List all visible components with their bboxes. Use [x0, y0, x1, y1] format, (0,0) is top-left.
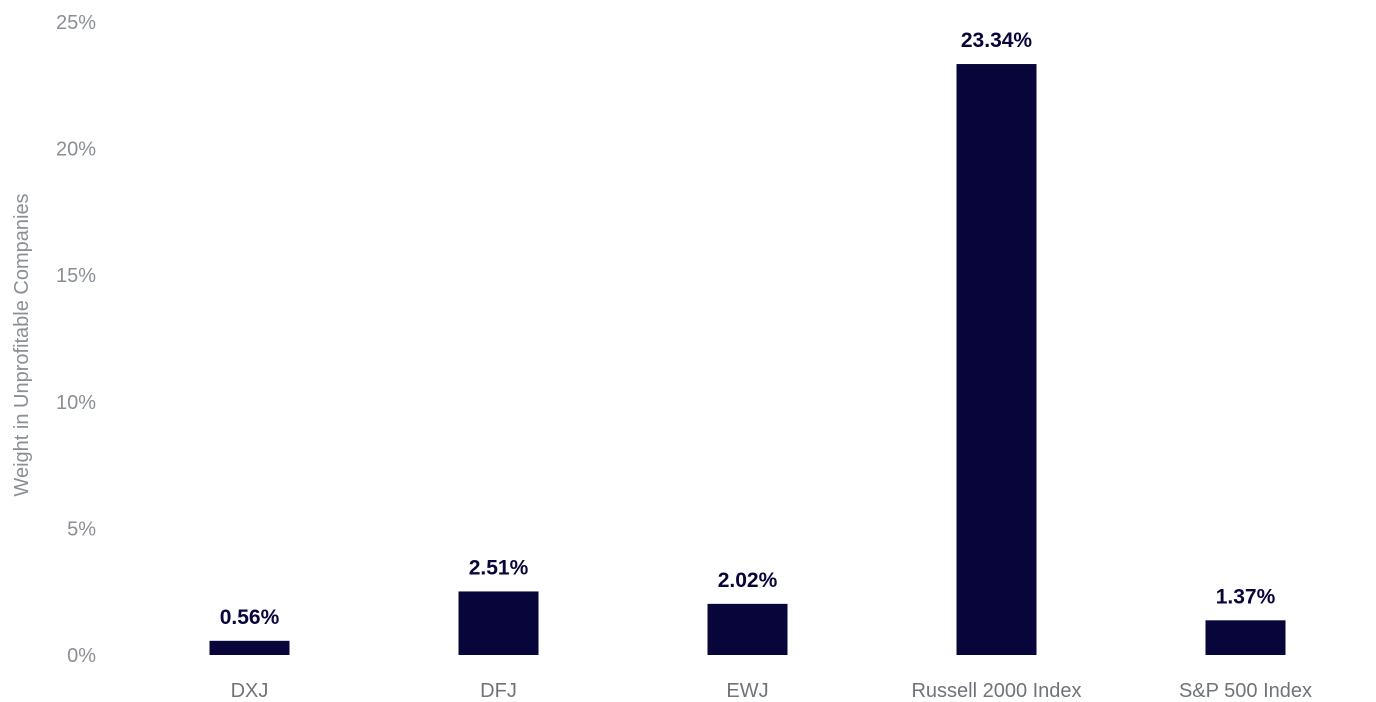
- bar-value-label: 2.51%: [469, 556, 529, 579]
- y-tick-label: 5%: [67, 518, 96, 540]
- bar-value-label: 1.37%: [1216, 585, 1276, 608]
- y-axis-title: Weight in Unprofitable Companies: [11, 193, 33, 496]
- y-tick-label: 15%: [56, 265, 96, 287]
- x-category-label: S&P 500 Index: [1179, 680, 1312, 702]
- bar: [209, 640, 290, 655]
- x-category-label: Russell 2000 Index: [911, 680, 1081, 702]
- y-tick-label: 10%: [56, 392, 96, 414]
- y-tick-label: 20%: [56, 139, 96, 161]
- bars: [209, 64, 1286, 656]
- value-labels: 0.56% 2.51% 2.02% 23.34% 1.37%: [220, 29, 1276, 629]
- bar-value-label: 2.02%: [718, 569, 778, 592]
- bar: [707, 603, 788, 655]
- bar-value-label: 0.56%: [220, 606, 280, 629]
- x-category-label: EWJ: [726, 680, 768, 702]
- y-tick-label: 0%: [67, 645, 96, 667]
- bar: [458, 591, 539, 655]
- x-category-label: DXJ: [231, 680, 269, 702]
- y-axis-ticks: 0% 5% 10% 15% 20% 25%: [56, 12, 96, 667]
- y-tick-label: 25%: [56, 12, 96, 34]
- x-category-label: DFJ: [480, 680, 517, 702]
- bar-value-label: 23.34%: [961, 29, 1033, 52]
- bar: [956, 64, 1037, 656]
- bar: [1205, 620, 1286, 655]
- category-labels: DXJ DFJ EWJ Russell 2000 Index S&P 500 Index: [231, 680, 1312, 702]
